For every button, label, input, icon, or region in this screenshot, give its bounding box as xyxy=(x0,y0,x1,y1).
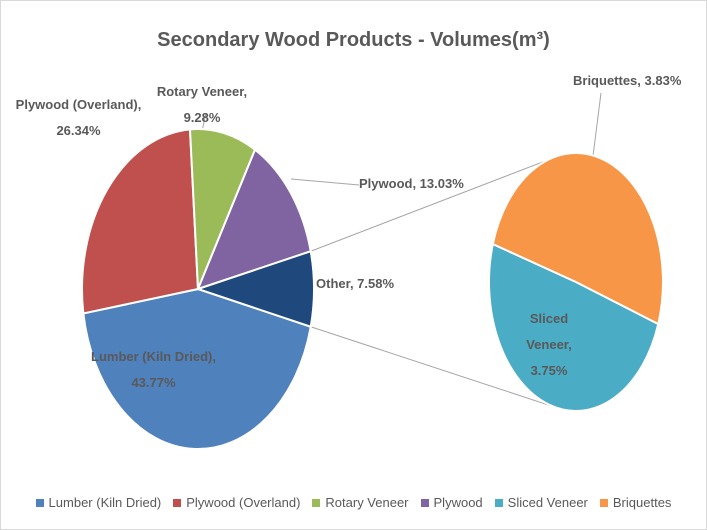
legend: Lumber (Kiln Dried) Plywood (Overland) Rot… xyxy=(1,495,706,510)
legend-label: Sliced Veneer xyxy=(507,495,588,510)
legend-item: Rotary Veneer xyxy=(312,495,409,510)
data-label: Briquettes, 3.83% xyxy=(573,73,682,88)
connector-line xyxy=(310,154,562,252)
legend-label: Plywood xyxy=(433,495,483,510)
legend-swatch xyxy=(35,498,44,507)
leader-line xyxy=(290,178,360,186)
data-label: Rotary Veneer, 9.28% xyxy=(156,84,248,125)
legend-item: Lumber (Kiln Dried) xyxy=(35,495,162,510)
legend-label: Plywood (Overland) xyxy=(186,495,301,510)
data-label: Sliced Veneer, 3.75% xyxy=(526,311,572,378)
leader-line xyxy=(592,92,602,157)
pie-slice xyxy=(491,152,664,326)
legend-swatch xyxy=(599,498,608,507)
chart-title: Secondary Wood Products - Volumes(m³) xyxy=(157,29,550,51)
pie-slice xyxy=(488,242,660,412)
legend-swatch xyxy=(173,498,182,507)
legend-label: Rotary Veneer xyxy=(325,495,409,510)
legend-item: Plywood xyxy=(420,495,483,510)
pie-slice xyxy=(194,249,316,329)
legend-item: Plywood (Overland) xyxy=(173,495,300,510)
data-label: Plywood (Overland), 26.34% xyxy=(15,97,142,138)
pie-slice xyxy=(81,128,200,315)
data-label: Other, 7.58% xyxy=(316,276,395,291)
data-label: Lumber (Kiln Dried), 43.77% xyxy=(91,349,216,390)
pie-slice xyxy=(188,128,257,290)
legend-label: Lumber (Kiln Dried) xyxy=(48,495,162,510)
data-label: Plywood, 13.03% xyxy=(359,176,464,191)
connector-line xyxy=(310,326,556,408)
pie-slice xyxy=(196,148,312,291)
legend-swatch xyxy=(312,498,321,507)
legend-swatch xyxy=(494,498,503,507)
pie-slice xyxy=(82,287,312,450)
legend-item: Sliced Veneer xyxy=(494,495,588,510)
legend-label: Briquettes xyxy=(612,495,672,510)
legend-swatch xyxy=(420,498,429,507)
legend-item: Briquettes xyxy=(599,495,672,510)
